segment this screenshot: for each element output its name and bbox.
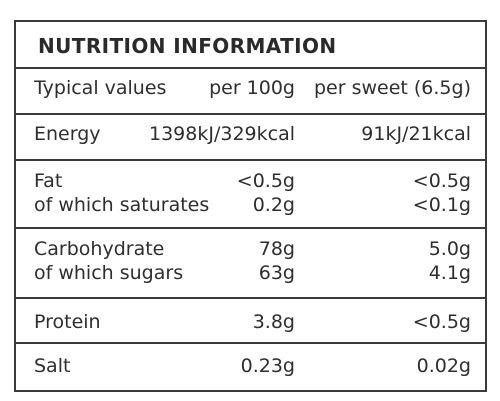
row-protein-persweet: <0.5g xyxy=(412,311,471,333)
panel-title: NUTRITION INFORMATION xyxy=(38,34,337,58)
row-sugars-persweet: 4.1g xyxy=(428,262,471,284)
row-carbohydrate-name: Carbohydrate xyxy=(34,238,165,260)
row-saturates-per100: 0.2g xyxy=(252,194,295,216)
row-fat-per100: <0.5g xyxy=(236,170,295,192)
header-label: Typical values xyxy=(34,77,167,99)
divider-carbohydrate xyxy=(16,297,485,299)
divider-fat xyxy=(16,227,485,229)
divider-title xyxy=(16,67,485,69)
divider-header xyxy=(16,113,485,115)
row-energy-persweet: 91kJ/21kcal xyxy=(361,123,471,145)
row-fat-persweet: <0.5g xyxy=(412,170,471,192)
row-protein-per100: 3.8g xyxy=(252,311,295,333)
nutrition-panel: NUTRITION INFORMATION Typical values per… xyxy=(14,20,487,392)
row-carbohydrate-per100: 78g xyxy=(258,238,295,260)
row-sugars-name: of which sugars xyxy=(34,262,184,284)
row-salt-name: Salt xyxy=(34,355,71,377)
divider-energy xyxy=(16,159,485,161)
row-saturates-persweet: <0.1g xyxy=(412,194,471,216)
divider-protein xyxy=(16,342,485,344)
row-energy-name: Energy xyxy=(34,123,101,145)
row-saturates-name: of which saturates xyxy=(34,194,210,216)
row-salt-persweet: 0.02g xyxy=(416,355,471,377)
header-per-100g: per 100g xyxy=(209,77,295,99)
row-salt-per100: 0.23g xyxy=(240,355,295,377)
row-energy-per100: 1398kJ/329kcal xyxy=(149,123,295,145)
row-carbohydrate-persweet: 5.0g xyxy=(428,238,471,260)
row-protein-name: Protein xyxy=(34,311,101,333)
header-per-sweet: per sweet (6.5g) xyxy=(313,77,471,99)
row-fat-name: Fat xyxy=(34,170,63,192)
row-sugars-per100: 63g xyxy=(258,262,295,284)
